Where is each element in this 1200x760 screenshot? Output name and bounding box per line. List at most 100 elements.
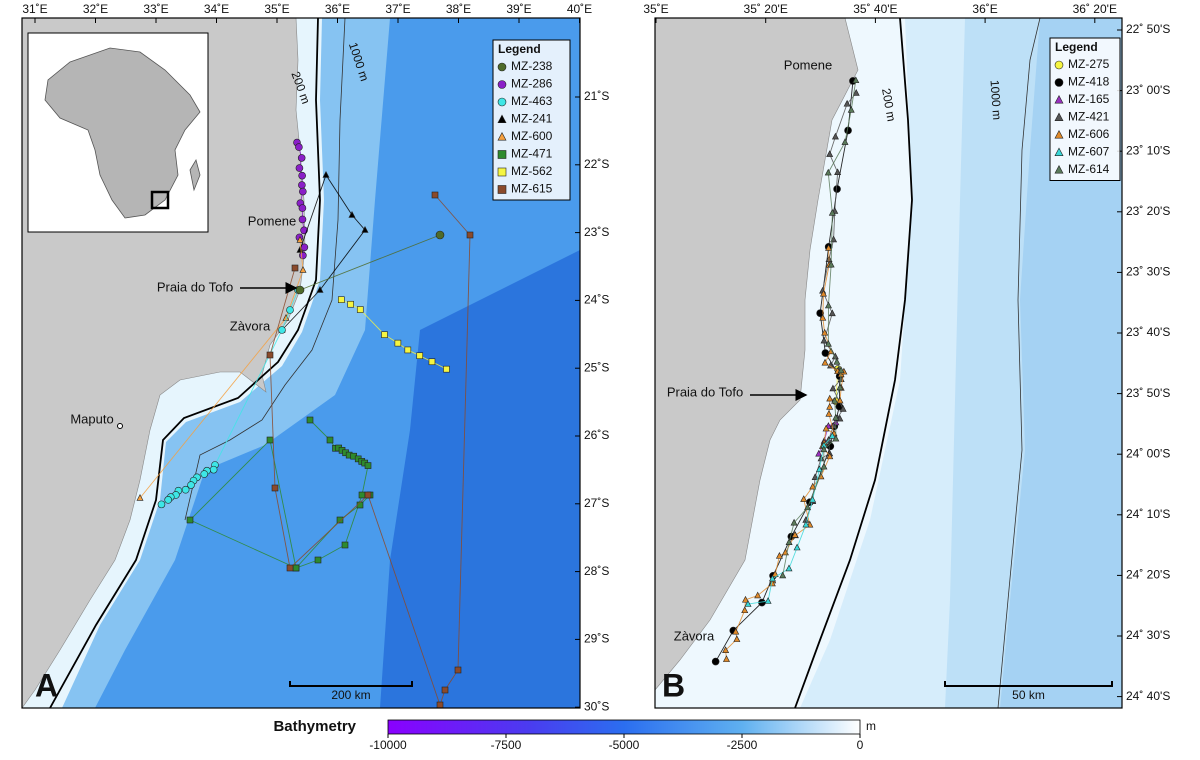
track-point: [741, 595, 749, 603]
track-point: [852, 89, 860, 96]
x-tick-label: 36˚E: [325, 2, 350, 16]
track-point: [443, 365, 450, 373]
track-point: [852, 76, 860, 84]
track-point: [336, 516, 344, 524]
legend-label: MZ-471: [511, 147, 553, 161]
colorbar: [387, 719, 861, 735]
track-point: [497, 62, 507, 72]
place-label: Praia do Tofo: [667, 384, 743, 399]
track-point: [428, 358, 436, 366]
y-tick-label: 24˚ 40'S: [1126, 689, 1170, 703]
track-point: [815, 449, 823, 457]
track-point: [802, 520, 810, 528]
track-point: [831, 132, 839, 140]
track-point: [356, 306, 364, 313]
inset: [27, 32, 209, 233]
track-point: [825, 244, 833, 251]
track-point: [832, 413, 840, 421]
track-point: [1054, 147, 1064, 156]
track-point: [299, 266, 307, 273]
track-point: [306, 416, 314, 424]
track-point: [764, 597, 772, 604]
x-tick-label: 33˚E: [143, 2, 168, 16]
track-point: [347, 300, 354, 308]
y-tick-label: 25˚S: [584, 360, 609, 374]
y-tick-label: 23˚ 30'S: [1126, 265, 1170, 279]
colorbar-tick-label: -10000: [369, 738, 407, 752]
track-point: [804, 503, 812, 511]
track-line: [782, 80, 857, 576]
track-point: [816, 309, 824, 317]
track-point: [338, 296, 345, 303]
track-point: [364, 491, 372, 499]
contour-label: 1000 m: [987, 79, 1004, 120]
track-point: [136, 494, 144, 501]
track-point: [295, 143, 303, 151]
y-tick-label: 24˚ 30'S: [1126, 628, 1170, 642]
track-point: [744, 600, 752, 607]
track-point: [299, 187, 307, 196]
x-tick-label: 35˚ 20'E: [744, 2, 788, 16]
track-point: [826, 394, 834, 402]
track-point: [828, 432, 836, 439]
y-tick-label: 28˚S: [584, 564, 609, 578]
x-tick-label: 32˚E: [83, 2, 108, 16]
legend-label: MZ-165: [1068, 92, 1110, 106]
legend-label: MZ-600: [511, 129, 553, 143]
panel-label: A: [35, 667, 58, 703]
track-point: [164, 496, 172, 504]
x-tick-label: 35˚E: [643, 2, 668, 16]
x-tick-label: 35˚E: [264, 2, 289, 16]
track-point: [820, 445, 828, 453]
track-point: [809, 482, 817, 490]
track-point: [826, 403, 834, 410]
track-point: [733, 635, 741, 642]
track-point: [381, 331, 388, 338]
y-tick-label: 23˚ 20'S: [1126, 204, 1170, 218]
track-point: [291, 264, 299, 272]
track-point: [497, 131, 507, 141]
track-point: [828, 309, 836, 317]
track-point: [839, 405, 847, 412]
track-point: [364, 462, 372, 469]
track-point: [497, 97, 507, 107]
track-point: [297, 154, 306, 162]
track-point: [454, 666, 462, 674]
track-point: [497, 167, 507, 177]
track-point: [157, 500, 166, 509]
y-tick-label: 24˚ 10'S: [1126, 507, 1170, 521]
track-point: [822, 424, 830, 432]
track-point: [741, 606, 749, 614]
track-point: [1054, 78, 1064, 87]
y-tick-label: 26˚S: [584, 428, 609, 442]
track-point: [791, 531, 799, 538]
track-point: [824, 339, 832, 347]
legend-label: MZ-463: [511, 94, 553, 108]
y-tick-label: 23˚S: [584, 225, 609, 239]
y-tick-label: 24˚ 00'S: [1126, 446, 1170, 460]
track-point: [266, 351, 274, 359]
legend-label: MZ-275: [1068, 57, 1110, 71]
y-tick-label: 23˚ 00'S: [1126, 83, 1170, 97]
city-dot: [117, 423, 123, 429]
track-point: [316, 286, 324, 293]
track-point: [497, 114, 507, 123]
track-point: [775, 552, 783, 559]
track-point: [833, 357, 841, 365]
track-point: [187, 481, 195, 489]
track-point: [768, 574, 776, 582]
track-point: [811, 473, 819, 480]
map-b: [655, 18, 1122, 708]
y-tick-label: 21˚S: [584, 89, 609, 103]
y-tick-label: 27˚S: [584, 496, 609, 510]
track-line: [269, 194, 471, 707]
y-tick-label: 23˚ 50'S: [1126, 386, 1170, 400]
track-point: [326, 436, 334, 444]
legend-label: MZ-606: [1068, 127, 1110, 141]
legend-label: MZ-418: [1068, 75, 1110, 89]
scale-bar-label: 200 km: [331, 688, 370, 702]
track-point: [785, 538, 793, 545]
x-tick-label: 31˚E: [22, 2, 47, 16]
track-point: [779, 571, 787, 579]
